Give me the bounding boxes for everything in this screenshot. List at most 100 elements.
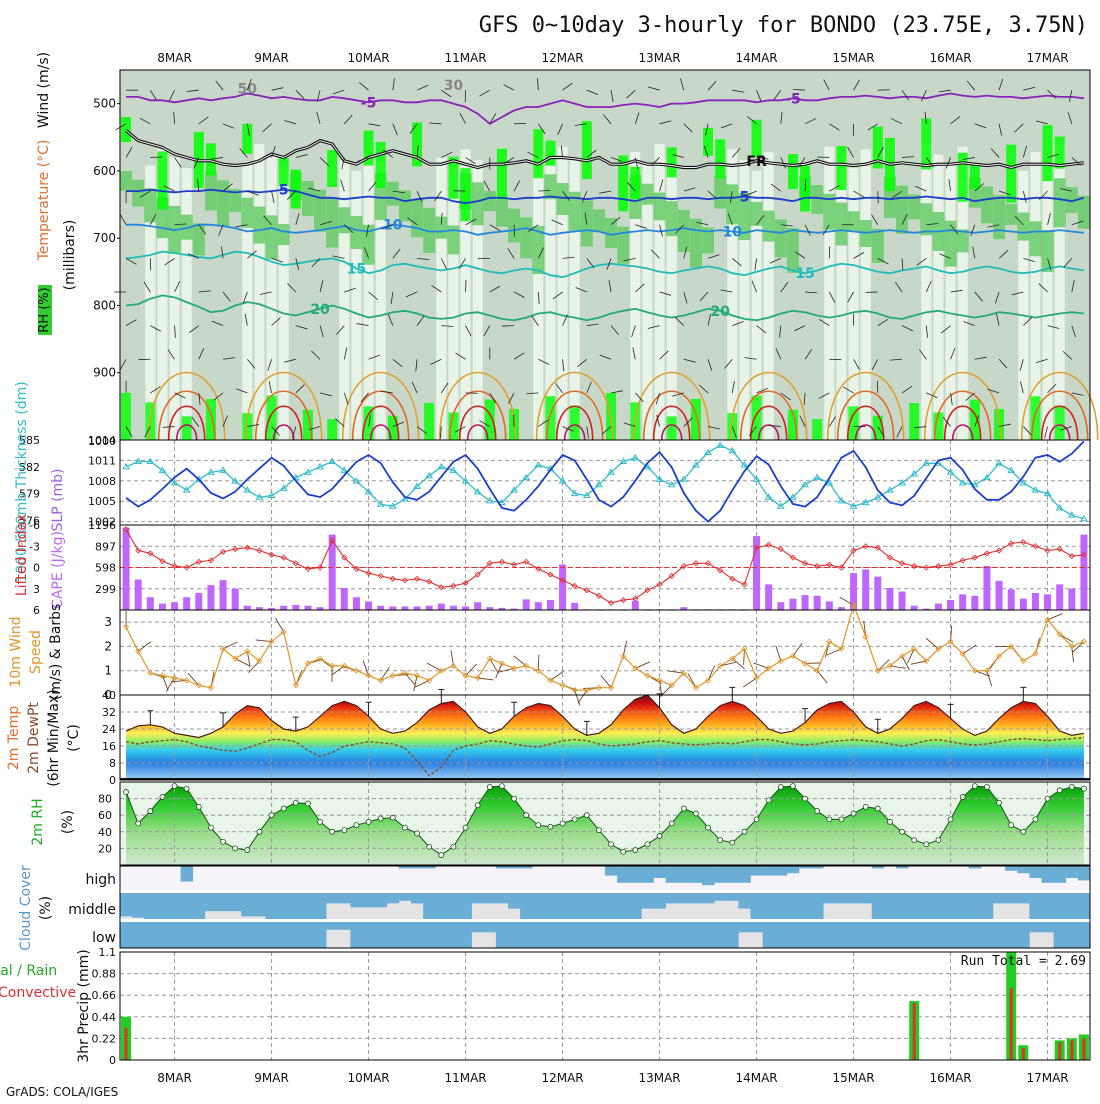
cloud-cell (945, 893, 957, 919)
cloud-cell (423, 922, 435, 948)
cloud-cell (314, 922, 326, 948)
cloud-cell (205, 893, 217, 911)
cloud-cell (508, 922, 520, 948)
cloud-cell (872, 893, 884, 919)
pressure-tick-label: 800 (93, 298, 116, 312)
rh2m-marker (136, 821, 141, 826)
cloud-cell (290, 893, 302, 919)
rh-moist-cell (1029, 221, 1041, 256)
cloud-cell (326, 893, 338, 903)
rh-moist-cell (654, 192, 666, 220)
cloud-cell (302, 893, 314, 919)
rh-dry-cell (764, 152, 774, 440)
precip-convective-bar (125, 1028, 128, 1060)
surface-wind-barb (466, 664, 477, 676)
wind-tick-label: 3 (104, 615, 112, 629)
cloud-cell (350, 922, 362, 948)
cloud-cell (969, 893, 981, 919)
rh-lowlevel-cell (570, 406, 580, 440)
cape-bar (523, 599, 530, 610)
surface-wind-barb (1048, 614, 1063, 620)
cloud-cell (654, 893, 666, 909)
cloud-cell (593, 893, 605, 919)
rh-saturated-cell (715, 139, 725, 178)
cloud-cell (714, 922, 726, 948)
cloud-cell (605, 893, 617, 919)
cloud-cell (641, 893, 653, 909)
cloud-cell (120, 893, 132, 916)
cloud-cell (702, 866, 714, 885)
contour-label: 5 (740, 189, 750, 205)
contour-label: 20 (310, 302, 330, 318)
rh-moist-cell (1042, 230, 1054, 272)
cloud-cell (690, 893, 702, 903)
rh-moist-cell (350, 216, 362, 249)
contour-label: FR (746, 154, 767, 170)
rh-lowlevel-cell (388, 416, 398, 440)
cloud-cell (1029, 893, 1041, 919)
rh2m-marker (839, 817, 844, 822)
cloud-cell (981, 922, 993, 948)
rh2m-marker (233, 846, 238, 851)
rh-moist-cell (1078, 196, 1090, 229)
cloud-cell (278, 893, 290, 919)
rh-moist-cell (945, 221, 957, 267)
rh-dry-cell (836, 157, 846, 440)
cape-bar (304, 606, 311, 610)
rh-saturated-cell (291, 170, 301, 209)
cloud-cell (666, 893, 678, 903)
cloud-cell (835, 922, 847, 948)
cape-bar (171, 602, 178, 610)
cloud-cell (945, 922, 957, 948)
cape-tick-label: 598 (95, 562, 116, 575)
cloud-cell (993, 893, 1005, 903)
cloud-cell (957, 893, 969, 919)
wind-frame (120, 610, 1090, 695)
slp-tick-label: 1011 (88, 454, 116, 467)
cloud-cell (581, 922, 593, 948)
contour-label: 15 (795, 266, 814, 282)
rh2m-marker (1009, 823, 1014, 828)
rh2m-marker (318, 819, 323, 824)
precip-tick-label: 0.44 (92, 1011, 117, 1024)
precip-axis-label: 3hr Precip (mm) (76, 949, 92, 1062)
lifted-index-tick-label: 6 (33, 604, 40, 617)
rh2m-marker (790, 784, 795, 789)
cloud-unit-label: (%) (38, 896, 54, 920)
rh2m-marker (948, 817, 953, 822)
contour-label: -5 (361, 95, 377, 111)
rh-moist-cell (714, 176, 726, 209)
rh-moist-cell (641, 184, 653, 205)
date-tick-top: 14MAR (735, 51, 777, 65)
rh-saturated-cell (497, 149, 507, 200)
cloud-cell (132, 922, 144, 948)
cloud-cell (763, 866, 775, 876)
rh-moist-cell (981, 186, 993, 223)
rh2m-marker (305, 801, 310, 806)
cape-bar (826, 601, 833, 610)
rh-tick-label: 20 (98, 842, 112, 855)
rh-moist-cell (132, 180, 144, 207)
rh2m-marker (681, 806, 686, 811)
cloud-cell (787, 893, 799, 919)
cloud-cell (1029, 922, 1041, 932)
cape-bar (632, 601, 639, 610)
cloud-cell (629, 922, 641, 948)
rh2m-marker (439, 853, 444, 858)
rh-moist-cell (957, 229, 969, 252)
cloud-cell (581, 893, 593, 919)
cloud-cell (1029, 866, 1041, 878)
rh-lowlevel-cell (812, 419, 822, 440)
rh2m-marker (657, 833, 662, 838)
cloud-cell (629, 893, 641, 919)
rh-saturated-cell (752, 120, 762, 157)
slp-tick-label: 1014 (88, 434, 116, 447)
rh2m-marker (900, 829, 905, 834)
cloud-cell (472, 893, 484, 903)
rh-moist-cell (217, 180, 229, 226)
cape-bar (814, 596, 821, 610)
rh-saturated-cell (582, 121, 592, 179)
rh-background (120, 70, 1090, 440)
rh2m-marker (196, 804, 201, 809)
cloud-cell (993, 922, 1005, 948)
